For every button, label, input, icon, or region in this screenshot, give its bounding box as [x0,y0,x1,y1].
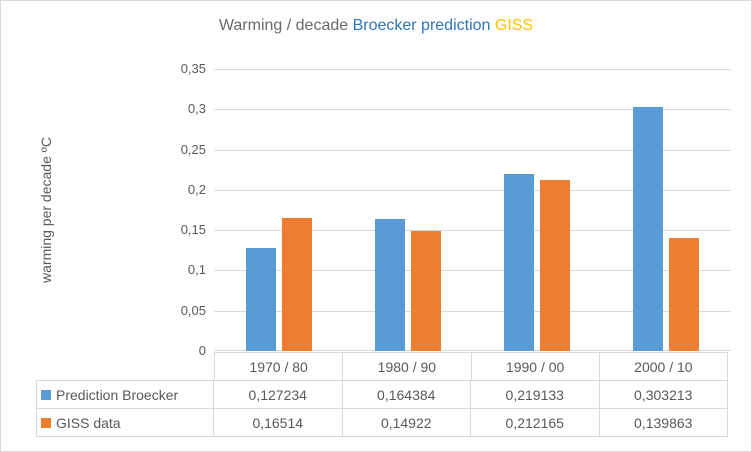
table-category-header-1980-90: 1980 / 90 [342,352,472,381]
table-category-header-1990-00: 1990 / 00 [470,352,600,381]
table-category-header-2000-10: 2000 / 10 [598,352,728,381]
bar-prediction-broecker-1990-00[interactable] [504,174,535,351]
gridline-0-15 [214,230,731,231]
y-tick-label-0-1: 0,1 [187,262,206,278]
gridline-0-35 [214,69,731,70]
gridline-0-3 [214,109,731,110]
gridline-0-05 [214,311,731,312]
gridline-0-1 [214,270,731,271]
table-value-giss-data-1970-80: 0,16514 [213,408,343,437]
bar-giss-data-1990-00[interactable] [540,180,571,351]
gridline-0 [214,350,731,351]
legend-swatch-prediction-broecker [41,389,51,400]
table-value-prediction-broecker-1970-80: 0,127234 [213,380,343,409]
bar-group-1980-90 [343,69,472,351]
table-value-giss-data-1980-90: 0,14922 [341,408,471,437]
plot-area [214,69,731,351]
y-tick-label-0-35: 0,35 [180,61,206,76]
bar-group-1970-80 [214,69,343,351]
series-name: Prediction Broecker [56,386,179,403]
table-series-row-prediction-broecker: Prediction Broecker 0,127234 0,164384 0,219… [36,380,728,409]
y-tick-label-0-25: 0,25 [180,141,206,157]
bar-prediction-broecker-2000-10[interactable] [633,107,664,351]
table-series-row-giss-data: GISS data 0,16514 0,14922 0,212165 0,139863 [36,408,728,437]
chart-title[interactable]: Warming / decade Broecker prediction GIS… [1,17,751,35]
bar-prediction-broecker-1970-80[interactable] [245,248,276,351]
bar-giss-data-1980-90[interactable] [410,231,441,351]
bar-prediction-broecker-1980-90[interactable] [374,219,405,351]
table-value-prediction-broecker-1990-00: 0,219133 [470,380,600,409]
table-value-prediction-broecker-2000-10: 0,303213 [598,380,728,409]
series-label-cell-prediction-broecker: Prediction Broecker [36,380,214,409]
table-category-header-1970-80: 1970 / 80 [214,352,344,381]
table-value-prediction-broecker-1980-90: 0,164384 [341,380,471,409]
chart-title-segment-0: Warming / decade [218,17,353,34]
table-value-giss-data-1990-00: 0,212165 [470,408,600,437]
chart-title-segment-2: GISS [490,17,534,34]
y-tick-label-0-2: 0,2 [187,181,206,197]
y-axis-title: warming per decade ºC [38,137,54,283]
y-tick-label-0: 0 [198,343,206,358]
bar-giss-data-1970-80[interactable] [281,218,312,351]
legend-swatch-giss-data [41,417,51,428]
series-name: GISS data [56,414,121,431]
y-tick-label-0-15: 0,15 [180,222,206,238]
gridline-0-25 [214,150,731,151]
series-label-cell-giss-data: GISS data [36,408,214,437]
table-category-row: 1970 / 80 1980 / 90 1990 / 00 2000 / 10 [214,352,728,381]
bar-giss-data-2000-10[interactable] [669,238,700,351]
y-tick-label-0-05: 0,05 [180,302,206,318]
chart-title-segment-1: Broecker prediction [352,17,491,34]
gridline-0-2 [214,190,731,191]
y-tick-label-0-3: 0,3 [187,101,206,117]
bar-group-2000-10 [602,69,731,351]
bar-group-1990-00 [473,69,602,351]
table-value-giss-data-2000-10: 0,139863 [598,408,728,437]
